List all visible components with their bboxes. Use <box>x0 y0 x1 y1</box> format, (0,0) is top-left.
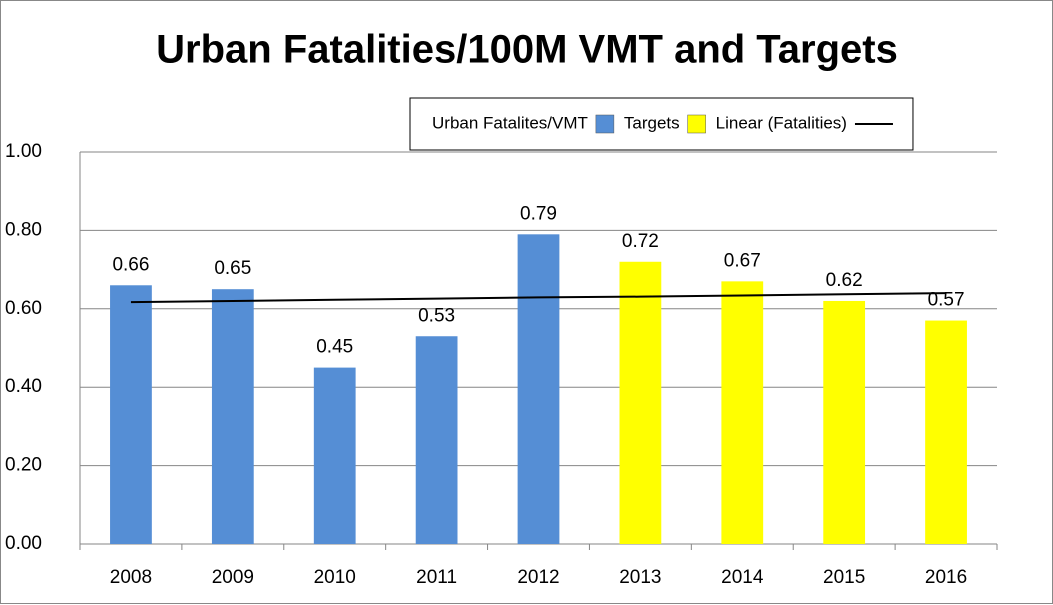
legend-box <box>409 97 914 151</box>
y-tick-label: 0.20 <box>5 455 42 476</box>
data-label: 0.66 <box>112 254 149 275</box>
data-label: 0.65 <box>214 258 251 279</box>
bar <box>211 289 254 544</box>
bar <box>517 234 560 544</box>
x-tick-label: 2008 <box>110 567 152 588</box>
data-label: 0.62 <box>826 270 863 291</box>
legend-swatch <box>595 114 615 134</box>
y-tick-label: 0.00 <box>5 533 42 554</box>
y-tick-label: 0.80 <box>5 219 42 240</box>
y-tick-label: 1.00 <box>5 141 42 162</box>
data-label: 0.53 <box>418 305 455 326</box>
bar <box>313 367 356 544</box>
bar <box>415 336 458 544</box>
legend-swatch <box>687 114 706 134</box>
x-tick-label: 2011 <box>416 567 457 588</box>
legend-label: Linear (Fatalities) <box>716 113 847 132</box>
chart-title: Urban Fatalities/100M VMT and Targets <box>156 28 898 72</box>
x-tick-label: 2010 <box>314 567 356 588</box>
legend-label: Targets <box>624 113 680 132</box>
bar <box>721 281 764 544</box>
x-tick-label: 2015 <box>823 567 865 588</box>
bar <box>110 285 152 544</box>
data-label: 0.45 <box>316 337 353 358</box>
data-label: 0.67 <box>724 250 761 271</box>
x-tick-label: 2013 <box>619 567 661 588</box>
data-label: 0.79 <box>520 203 557 224</box>
x-tick-label: 2012 <box>517 567 559 588</box>
legend-label: Urban Fatalites/VMT <box>432 113 588 132</box>
data-label: 0.57 <box>928 290 965 311</box>
bar <box>823 300 866 544</box>
data-label: 0.72 <box>622 231 659 252</box>
bar <box>925 320 967 544</box>
x-tick-label: 2009 <box>212 567 254 588</box>
y-tick-label: 0.60 <box>5 298 42 319</box>
x-tick-label: 2014 <box>721 567 764 588</box>
bar <box>619 261 662 544</box>
y-tick-label: 0.40 <box>5 376 42 397</box>
x-tick-label: 2016 <box>925 567 967 588</box>
trend-line <box>130 292 947 304</box>
